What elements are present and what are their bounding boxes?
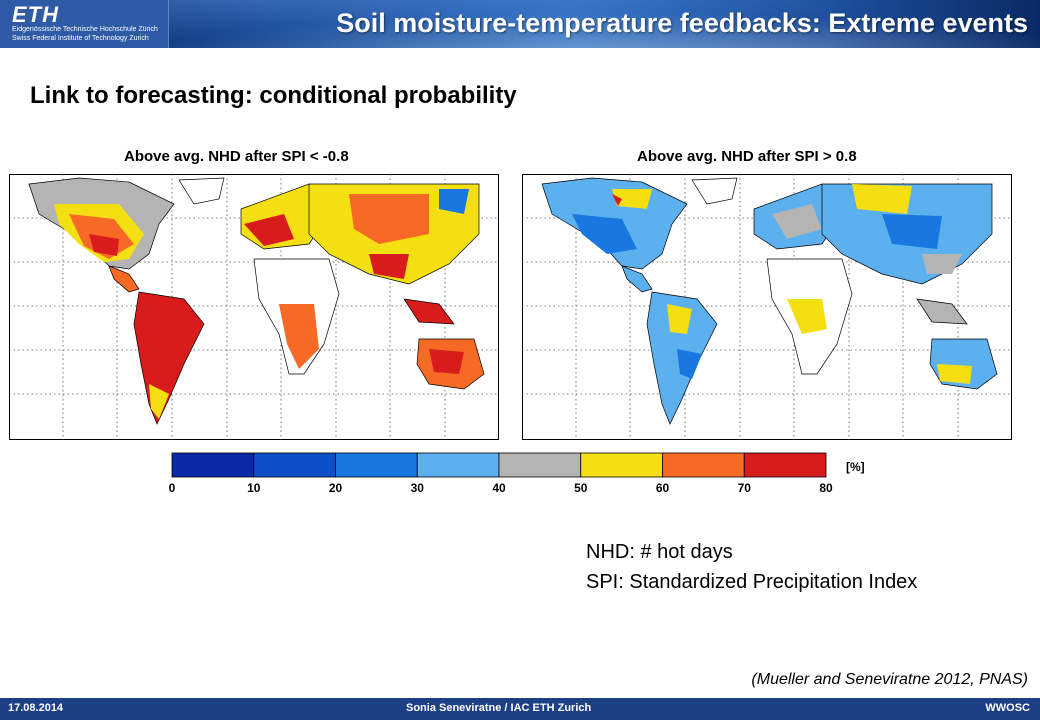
map-left-title: Above avg. NHD after SPI < -0.8 <box>124 148 349 165</box>
definitions: NHD: # hot days SPI: Standardized Precip… <box>586 537 917 597</box>
colorbar-tick-label: 30 <box>410 481 424 495</box>
colorbar-tick-label: 40 <box>492 481 506 495</box>
logo-text: ETH <box>12 2 59 27</box>
map-left-dry <box>9 174 499 440</box>
colorbar <box>171 452 827 478</box>
slide-subtitle: Link to forecasting: conditional probabi… <box>30 82 517 109</box>
colorbar-segment <box>580 452 663 478</box>
slide-footer: 17.08.2014 Sonia Seneviratne / IAC ETH Z… <box>0 698 1040 720</box>
colorbar-segment <box>335 452 418 478</box>
colorbar-segment <box>662 452 745 478</box>
colorbar-segment <box>743 452 827 478</box>
slide-header: ETH Eidgenössische Technische Hochschule… <box>0 0 1040 48</box>
colorbar-tick-label: 50 <box>574 481 588 495</box>
logo-line-2: Swiss Federal Institute of Technology Zu… <box>12 35 149 42</box>
footer-author: Sonia Seneviratne / IAC ETH Zurich <box>406 702 592 714</box>
colorbar-segment <box>416 452 500 478</box>
map-right-wet <box>522 174 1012 440</box>
footer-date: 17.08.2014 <box>8 702 64 714</box>
colorbar-tick-label: 0 <box>168 481 176 495</box>
colorbar-segment <box>253 452 336 478</box>
logo-line-1: Eidgenössische Technische Hochschule Zür… <box>12 26 158 33</box>
colorbar-segment <box>171 452 255 478</box>
colorbar-unit: [%] <box>846 460 865 474</box>
slide-title: Soil moisture-temperature feedbacks: Ext… <box>336 8 1028 38</box>
map-right-title: Above avg. NHD after SPI > 0.8 <box>637 148 857 165</box>
colorbar-tick-label: 20 <box>328 481 343 495</box>
colorbar-segment <box>498 452 582 478</box>
definition-nhd: NHD: # hot days <box>586 541 733 563</box>
colorbar-tick-label: 60 <box>655 481 670 495</box>
colorbar-tick-label: 10 <box>247 481 261 495</box>
definition-spi: SPI: Standardized Precipitation Index <box>586 571 918 593</box>
citation: (Mueller and Seneviratne 2012, PNAS) <box>751 671 1028 688</box>
eth-logo: ETH Eidgenössische Technische Hochschule… <box>0 0 169 48</box>
colorbar-tick-label: 80 <box>819 481 833 495</box>
footer-event: WWOSC <box>985 702 1030 714</box>
colorbar-tick-label: 70 <box>737 481 751 495</box>
